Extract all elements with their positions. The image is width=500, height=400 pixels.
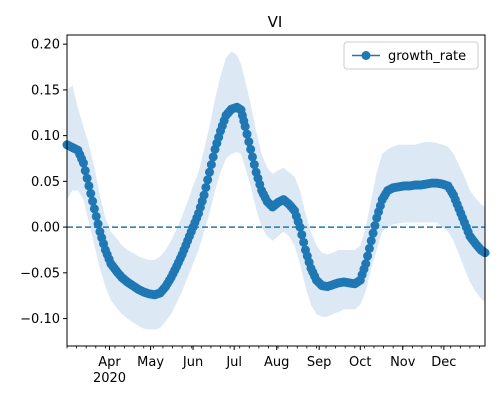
legend-label: growth_rate — [388, 49, 466, 64]
data-point-interp — [86, 189, 96, 199]
x-tick-label: Nov — [390, 355, 416, 370]
data-point — [89, 204, 99, 214]
data-point-interp — [88, 196, 98, 206]
x-tick-label: Jun — [182, 355, 203, 370]
data-point-interp — [242, 129, 252, 139]
x-tick-label: Sep — [307, 355, 332, 370]
data-point-interp — [82, 173, 92, 183]
y-tick-label: 0.05 — [31, 175, 60, 190]
data-point — [205, 167, 215, 177]
y-tick-label: 0.00 — [31, 221, 60, 236]
y-tick-label: 0.10 — [31, 129, 60, 144]
x-tick-label: Jul — [225, 355, 242, 370]
legend-marker — [361, 51, 371, 60]
data-point-interp — [297, 230, 307, 240]
data-point-interp — [91, 211, 101, 221]
x-tick-label: Dec — [431, 355, 456, 370]
x-tick-label: Oct — [349, 355, 371, 370]
data-point-interp — [201, 182, 211, 192]
data-point — [361, 259, 371, 269]
data-point-interp — [80, 166, 90, 176]
data-point — [246, 144, 256, 154]
confidence-band-layer — [67, 51, 485, 330]
data-point — [366, 236, 376, 246]
data-point-interp — [370, 221, 380, 231]
data-point-interp — [203, 175, 213, 185]
x-tick-label: May — [137, 355, 164, 370]
x-tick-label: Apr — [98, 355, 121, 370]
legend-box — [343, 41, 479, 70]
y-tick-label: −0.05 — [20, 266, 60, 281]
data-point-interp — [299, 237, 309, 247]
legend: growth_rate — [343, 41, 479, 70]
series-layer — [62, 102, 490, 300]
data-point-interp — [244, 137, 254, 147]
data-point-interp — [368, 228, 378, 238]
plot-frame — [66, 34, 486, 347]
x-tick-sublabel: 2020 — [93, 371, 126, 386]
data-point-interp — [249, 160, 259, 170]
confidence-band — [67, 51, 485, 330]
chart-title: VI — [268, 13, 283, 31]
y-tick-label: 0.20 — [31, 38, 60, 53]
series-markers-growth-rate — [62, 102, 490, 300]
data-point-interp — [363, 251, 373, 261]
data-point — [240, 121, 250, 131]
data-point-interp — [364, 243, 374, 253]
data-point — [78, 158, 88, 168]
data-point-interp — [247, 152, 257, 162]
x-tick-label: Aug — [264, 355, 289, 370]
data-point-interp — [93, 219, 103, 229]
y-tick-label: −0.10 — [20, 312, 60, 327]
data-point — [295, 222, 305, 232]
data-point-interp — [208, 152, 218, 162]
data-point — [84, 181, 94, 191]
data-point — [199, 190, 209, 200]
y-tick-label: 0.15 — [31, 83, 60, 98]
data-point-interp — [206, 160, 216, 170]
